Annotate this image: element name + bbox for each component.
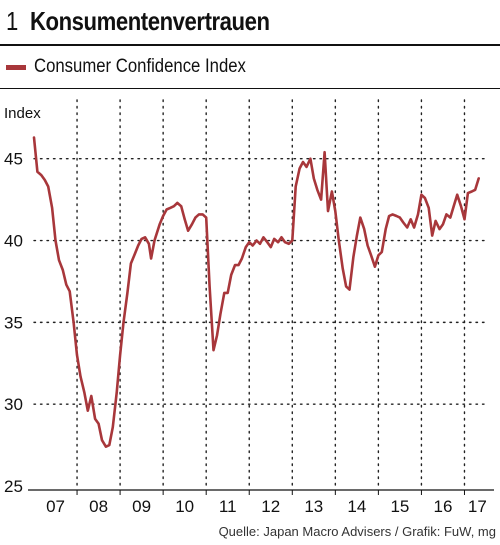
- legend-swatch: [6, 64, 26, 70]
- x-tick-label: 08: [89, 497, 108, 516]
- x-tick-label: 12: [261, 497, 280, 516]
- figure-number: 1: [6, 6, 19, 36]
- y-tick-label: 40: [4, 232, 23, 251]
- y-tick-label: 45: [4, 150, 23, 169]
- x-tick-label: 14: [347, 497, 366, 516]
- line-chart: Index 25 30 35 40 45 07 08 09 10 11 12 13 14 15 16 17: [4, 99, 494, 516]
- y-tick-label: 35: [4, 313, 23, 332]
- chart-title-row: 1 Konsumentenvertrauen: [6, 6, 312, 42]
- x-tick-label: 07: [46, 497, 65, 516]
- y-axis-label: Index: [4, 105, 41, 122]
- x-tick-label: 16: [433, 497, 452, 516]
- source-note: Quelle: Japan Macro Advisers / Grafik: F…: [218, 524, 496, 539]
- x-tick-label: 09: [132, 497, 151, 516]
- legend: Consumer Confidence Index: [6, 56, 275, 78]
- y-tick-label: 30: [4, 395, 23, 414]
- series-line: [32, 136, 480, 448]
- chart-title: Konsumentenvertrauen: [30, 6, 271, 36]
- x-tick-label: 13: [304, 497, 323, 516]
- legend-rule: [0, 88, 500, 89]
- legend-label: Consumer Confidence Index: [34, 56, 246, 77]
- title-rule: [0, 44, 500, 46]
- x-tick-label: 17: [468, 497, 487, 516]
- x-tick-label: 15: [390, 497, 409, 516]
- x-tick-label: 10: [175, 497, 194, 516]
- x-tick-label: 11: [219, 497, 237, 516]
- y-tick-label: 25: [4, 477, 23, 496]
